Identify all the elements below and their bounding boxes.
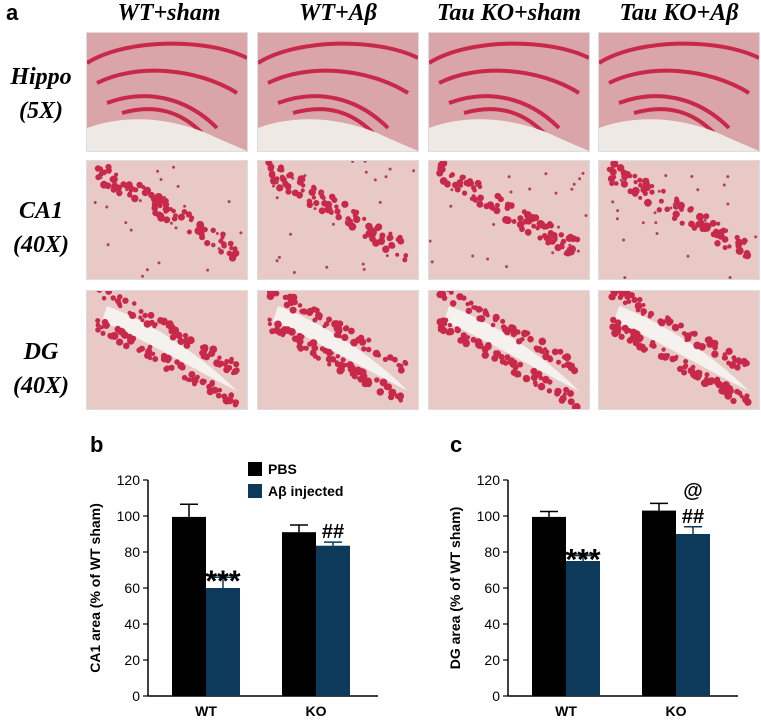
bar-wt-1 — [206, 588, 240, 696]
x-tick-label: WT — [555, 703, 577, 719]
significance-marker: *** — [205, 565, 240, 598]
y-tick-label: 20 — [484, 652, 500, 668]
micrograph-hippo-3 — [428, 32, 590, 152]
y-tick-label: 120 — [117, 472, 141, 488]
y-tick-label: 80 — [484, 544, 500, 560]
row-mag-hippo: (5X) — [19, 98, 63, 124]
y-tick-label: 0 — [132, 688, 140, 704]
row-name-ca1: CA1 — [18, 198, 63, 224]
x-tick-label: KO — [666, 703, 687, 719]
bar-wt-1 — [566, 561, 600, 696]
significance-marker: *** — [565, 544, 600, 577]
micrograph-dg-2 — [257, 290, 419, 410]
micrograph-ca1-4 — [598, 160, 760, 280]
y-tick-label: 0 — [492, 688, 500, 704]
y-tick-label: 100 — [477, 508, 501, 524]
y-axis-label: DG area (% of WT sham) — [447, 507, 463, 670]
micrograph-ca1-1 — [86, 160, 248, 280]
micrograph-ca1-2 — [257, 160, 419, 280]
chart-dg-area: 0 20 40 60 80 100 120 DG area (% of WT sham) WT K… — [447, 472, 738, 719]
y-tick-label: 80 — [124, 544, 140, 560]
row-name-hippo: Hippo — [10, 64, 72, 90]
bar-wt-0 — [172, 516, 206, 696]
micrograph-hippo-2 — [257, 32, 419, 152]
column-header-ko-abeta: Tau KO+Aβ — [619, 0, 739, 26]
legend-label: Aβ injected — [268, 483, 343, 499]
panel-label-b: b — [90, 432, 104, 457]
micrograph-hippo-4 — [598, 32, 760, 152]
legend-swatch — [248, 462, 262, 476]
micrograph-dg-4 — [598, 290, 760, 410]
bar-ko-0 — [642, 510, 676, 696]
significance-marker: ## — [682, 506, 704, 528]
chart-ca1-area: 0 20 40 60 80 100 120 CA1 area (% of WT sham) WT… — [87, 461, 378, 719]
y-tick-label: 40 — [484, 616, 500, 632]
bar-wt-0 — [532, 516, 566, 696]
column-header-wt-sham: WT+sham — [117, 0, 221, 26]
x-tick-label: KO — [306, 703, 327, 719]
y-tick-label: 60 — [484, 580, 500, 596]
row-header-ca1: CA1 (40X) — [0, 194, 82, 262]
panel-label-c: c — [450, 432, 463, 457]
panel-label-a: a — [6, 0, 19, 25]
column-header-wt-abeta: WT+Aβ — [299, 0, 377, 26]
bar-ko-0 — [282, 532, 316, 696]
micrograph-dg-3 — [428, 290, 590, 410]
y-tick-label: 20 — [124, 652, 140, 668]
y-tick-label: 100 — [117, 508, 141, 524]
bar-ko-1 — [316, 545, 350, 696]
y-tick-label: 120 — [477, 472, 501, 488]
micrograph-hippo-1 — [86, 32, 248, 152]
row-header-dg: DG (40X) — [0, 335, 82, 403]
micrograph-ca1-3 — [428, 160, 590, 280]
row-mag-ca1: (40X) — [13, 232, 69, 258]
row-mag-dg: (40X) — [13, 373, 69, 399]
y-axis-label: CA1 area (% of WT sham) — [87, 503, 103, 673]
row-header-hippo: Hippo (5X) — [0, 60, 82, 128]
legend-swatch — [248, 484, 262, 498]
column-header-ko-sham: Tau KO+sham — [436, 0, 582, 26]
significance-marker: ## — [322, 521, 344, 543]
y-tick-label: 40 — [124, 616, 140, 632]
bar-ko-1 — [676, 534, 710, 696]
legend-label: PBS — [268, 461, 297, 477]
row-name-dg: DG — [23, 339, 59, 365]
y-tick-label: 60 — [124, 580, 140, 596]
micrograph-dg-1 — [86, 290, 248, 410]
x-tick-label: WT — [195, 703, 217, 719]
significance-marker: @ — [683, 480, 703, 502]
